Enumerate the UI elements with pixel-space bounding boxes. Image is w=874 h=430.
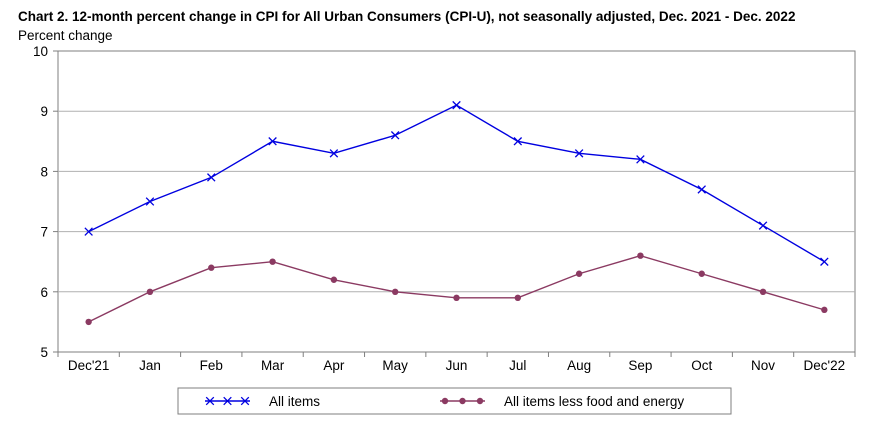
x-tick-label: Jul: [509, 358, 526, 373]
marker-x-stroke: [329, 149, 339, 158]
marker-x-stroke: [574, 149, 584, 158]
legend-label: All items less food and energy: [504, 394, 684, 409]
marker-x-stroke: [268, 137, 277, 146]
data-point: [84, 227, 93, 236]
data-point: [820, 257, 829, 266]
data-point: [145, 197, 155, 206]
x-tick-label: Oct: [691, 358, 712, 373]
y-tick-label: 6: [40, 285, 48, 300]
data-point: [268, 137, 277, 146]
data-point: [269, 258, 276, 265]
data-point: [207, 173, 216, 182]
data-point: [636, 155, 645, 164]
marker-x-stroke: [390, 131, 400, 140]
x-tick-label: May: [382, 358, 408, 373]
series-group: [84, 100, 829, 326]
marker-x-stroke: [697, 185, 706, 194]
data-point: [821, 306, 828, 314]
y-tick-label: 10: [33, 44, 48, 59]
legend-marker: [205, 396, 215, 406]
data-point: [330, 276, 338, 283]
x-axis-ticks: Dec'21 Jan Feb Mar Apr May Jun Jul Aug Sep Oct Nov D…: [57, 352, 856, 373]
x-tick-label: Jun: [446, 358, 468, 373]
y-tick-label: 7: [40, 225, 48, 240]
data-point: [329, 149, 339, 158]
data-point: [513, 137, 523, 146]
marker-x-stroke: [145, 197, 155, 206]
plot-area: [57, 50, 856, 353]
legend-marker: [459, 397, 466, 405]
marker-x-stroke: [758, 221, 768, 230]
data-point: [391, 288, 399, 295]
x-tick-label: Dec'22: [804, 358, 846, 373]
legend-marker: [223, 396, 232, 406]
data-point: [575, 270, 583, 277]
data-point: [208, 264, 215, 271]
x-tick-label: Feb: [200, 358, 223, 373]
series-all-items: [84, 100, 829, 266]
x-tick-label: Dec'21: [68, 358, 110, 373]
marker-x-stroke: [636, 155, 645, 164]
data-point: [146, 288, 154, 295]
data-point: [452, 100, 461, 110]
x-tick-label: Aug: [567, 358, 591, 373]
legend-label: All items: [269, 394, 320, 409]
y-axis-label: Percent change: [18, 28, 113, 43]
legend: All items All items less food and energy: [177, 387, 732, 415]
legend-marker: [441, 397, 449, 405]
chart-title: Chart 2. 12-month percent change in CPI …: [18, 9, 796, 24]
data-point: [637, 252, 644, 259]
data-point: [390, 131, 400, 140]
y-axis-ticks: 5 6 7 8 9 10: [33, 44, 58, 360]
y-tick-label: 9: [40, 104, 48, 119]
data-point: [514, 294, 522, 302]
data-point: [453, 294, 460, 302]
data-point: [758, 221, 768, 230]
x-tick-label: Nov: [751, 358, 775, 373]
data-point: [85, 318, 92, 326]
series-core: [85, 252, 828, 326]
marker-x-stroke: [84, 227, 93, 236]
legend-marker: [240, 396, 250, 406]
x-tick-label: Sep: [628, 358, 652, 373]
marker-x-stroke: [205, 396, 215, 406]
data-point: [698, 270, 705, 277]
data-point: [697, 185, 706, 194]
marker-x-stroke: [240, 396, 250, 406]
data-point: [574, 149, 584, 158]
x-tick-label: Jan: [139, 358, 161, 373]
marker-x-stroke: [452, 100, 461, 110]
legend-item-all-items: All items: [205, 394, 320, 409]
legend-item-core: All items less food and energy: [440, 394, 684, 409]
marker-x-stroke: [820, 257, 829, 266]
x-tick-label: Apr: [323, 358, 345, 373]
y-tick-label: 5: [40, 345, 48, 360]
y-tick-label: 8: [40, 164, 48, 179]
marker-x-stroke: [513, 137, 523, 146]
x-tick-label: Mar: [261, 358, 285, 373]
data-point: [759, 288, 767, 295]
marker-x-stroke: [207, 173, 216, 182]
marker-x-stroke: [223, 396, 232, 406]
gridlines: [58, 110, 855, 293]
legend-marker: [476, 397, 484, 405]
